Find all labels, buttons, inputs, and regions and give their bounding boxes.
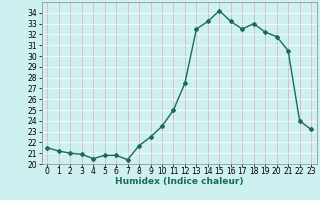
X-axis label: Humidex (Indice chaleur): Humidex (Indice chaleur)	[115, 177, 244, 186]
